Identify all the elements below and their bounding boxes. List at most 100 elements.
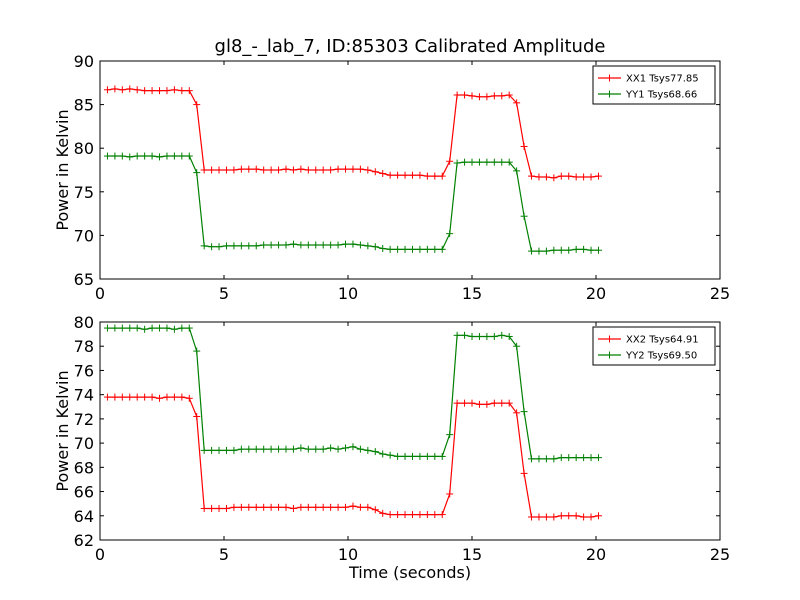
bottom-y-tick-label: 68 — [74, 458, 94, 477]
legend-label-xx1: XX1 Tsys77.85 — [626, 74, 699, 85]
data-point-xx2 — [103, 393, 111, 401]
data-point-yy1 — [557, 246, 565, 254]
data-point-yy1 — [371, 243, 379, 251]
data-point-xx2 — [111, 393, 119, 401]
data-point-xx2 — [237, 503, 245, 511]
data-point-yy1 — [386, 245, 394, 253]
data-point-xx1 — [528, 172, 536, 180]
data-point-xx2 — [349, 502, 357, 510]
bottom-x-tick-label: 25 — [710, 545, 730, 564]
data-point-xx2 — [557, 512, 565, 520]
data-point-xx2 — [431, 511, 439, 519]
top-y-axis-label: Power in Kelvin — [53, 109, 72, 230]
data-point-yy1 — [170, 152, 178, 160]
data-point-yy2 — [535, 455, 543, 463]
data-point-xx2 — [193, 412, 201, 420]
data-point-xx2 — [356, 503, 364, 511]
data-point-yy1 — [550, 246, 558, 254]
data-point-yy1 — [423, 245, 431, 253]
data-point-xx1 — [215, 166, 223, 174]
data-point-yy1 — [461, 158, 469, 166]
bottom-x-tick-label: 10 — [338, 545, 358, 564]
data-point-xx2 — [297, 503, 305, 511]
data-point-xx1 — [356, 165, 364, 173]
data-point-yy2 — [289, 445, 297, 453]
data-point-xx1 — [103, 86, 111, 94]
top-x-tick-label: 25 — [710, 284, 730, 303]
data-point-xx2 — [423, 511, 431, 519]
data-point-yy1 — [148, 152, 156, 160]
data-point-yy1 — [193, 169, 201, 177]
bottom-plot-marks — [103, 324, 602, 521]
data-point-xx2 — [163, 393, 171, 401]
data-point-yy2 — [304, 445, 312, 453]
data-point-yy2 — [483, 333, 491, 341]
data-point-yy2 — [163, 324, 171, 332]
data-point-yy2 — [237, 445, 245, 453]
data-point-yy2 — [386, 451, 394, 459]
data-point-yy2 — [141, 325, 149, 333]
data-point-yy1 — [364, 242, 372, 250]
data-point-yy2 — [498, 331, 506, 339]
data-point-xx2 — [208, 505, 216, 513]
data-point-xx1 — [520, 142, 528, 150]
data-point-xx1 — [282, 165, 290, 173]
bottom-legend: XX2 Tsys64.91 YY2 Tsys69.50 — [592, 326, 716, 366]
data-point-xx2 — [222, 505, 230, 513]
data-point-yy2 — [103, 324, 111, 332]
data-point-xx1 — [312, 166, 320, 174]
data-point-xx1 — [327, 166, 335, 174]
bottom-legend-box — [592, 326, 716, 366]
bottom-x-tick-label: 20 — [586, 545, 606, 564]
top-plot-marks — [103, 85, 602, 255]
data-point-yy1 — [334, 241, 342, 249]
data-point-xx2 — [200, 505, 208, 513]
top-y-tick-label: 85 — [74, 96, 94, 115]
legend-entry-yy2: YY2 Tsys69.50 — [598, 351, 697, 362]
data-point-xx2 — [327, 503, 335, 511]
data-point-xx2 — [386, 511, 394, 519]
data-point-yy2 — [557, 454, 565, 462]
data-point-yy2 — [572, 454, 580, 462]
data-point-xx2 — [141, 393, 149, 401]
data-point-xx2 — [461, 399, 469, 407]
data-point-xx1 — [446, 157, 454, 165]
data-point-xx1 — [513, 99, 521, 107]
bottom-y-axis-label: Power in Kelvin — [53, 370, 72, 491]
data-point-yy2 — [126, 324, 134, 332]
top-tick-labels: 0 5 10 15 20 25 65 70 75 80 85 90 — [74, 52, 731, 303]
data-point-yy2 — [267, 445, 275, 453]
top-x-tick-label: 5 — [219, 284, 229, 303]
legend-label-xx2: XX2 Tsys64.91 — [626, 335, 699, 346]
data-point-xx2 — [260, 503, 268, 511]
bottom-y-tick-label: 70 — [74, 434, 94, 453]
data-point-xx1 — [438, 172, 446, 180]
data-point-yy2 — [394, 452, 402, 460]
data-point-yy1 — [289, 240, 297, 248]
data-point-yy2 — [148, 324, 156, 332]
data-point-yy1 — [349, 240, 357, 248]
data-point-yy1 — [505, 158, 513, 166]
data-point-yy2 — [230, 446, 238, 454]
data-point-yy2 — [520, 408, 528, 416]
data-point-xx1 — [133, 86, 141, 94]
data-point-xx1 — [245, 165, 253, 173]
data-point-yy1 — [408, 245, 416, 253]
data-point-yy2 — [542, 455, 550, 463]
bottom-tick-labels: 0 5 10 15 20 25 62 64 66 68 70 72 74 76 78 80 — [74, 313, 731, 564]
top-y-tick-label: 80 — [74, 139, 94, 158]
data-point-xx1 — [289, 166, 297, 174]
data-point-yy1 — [580, 245, 588, 253]
data-point-yy1 — [513, 167, 521, 175]
data-point-yy2 — [379, 450, 387, 458]
data-point-yy1 — [483, 158, 491, 166]
data-point-xx2 — [371, 506, 379, 514]
data-point-yy2 — [513, 342, 521, 350]
data-point-yy2 — [245, 445, 253, 453]
data-point-yy2 — [111, 324, 119, 332]
data-point-yy1 — [230, 242, 238, 250]
data-point-yy1 — [379, 244, 387, 252]
data-point-yy2 — [475, 333, 483, 341]
data-point-yy1 — [394, 245, 402, 253]
data-point-xx2 — [245, 503, 253, 511]
